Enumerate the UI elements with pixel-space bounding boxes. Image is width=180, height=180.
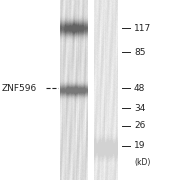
Text: ZNF596: ZNF596 [2, 84, 37, 93]
Text: 19: 19 [134, 141, 145, 150]
Text: 34: 34 [134, 103, 145, 112]
Text: 48: 48 [134, 84, 145, 93]
Text: (kD): (kD) [134, 158, 150, 166]
Text: 117: 117 [134, 24, 151, 33]
Text: 85: 85 [134, 48, 145, 57]
Text: 26: 26 [134, 122, 145, 130]
